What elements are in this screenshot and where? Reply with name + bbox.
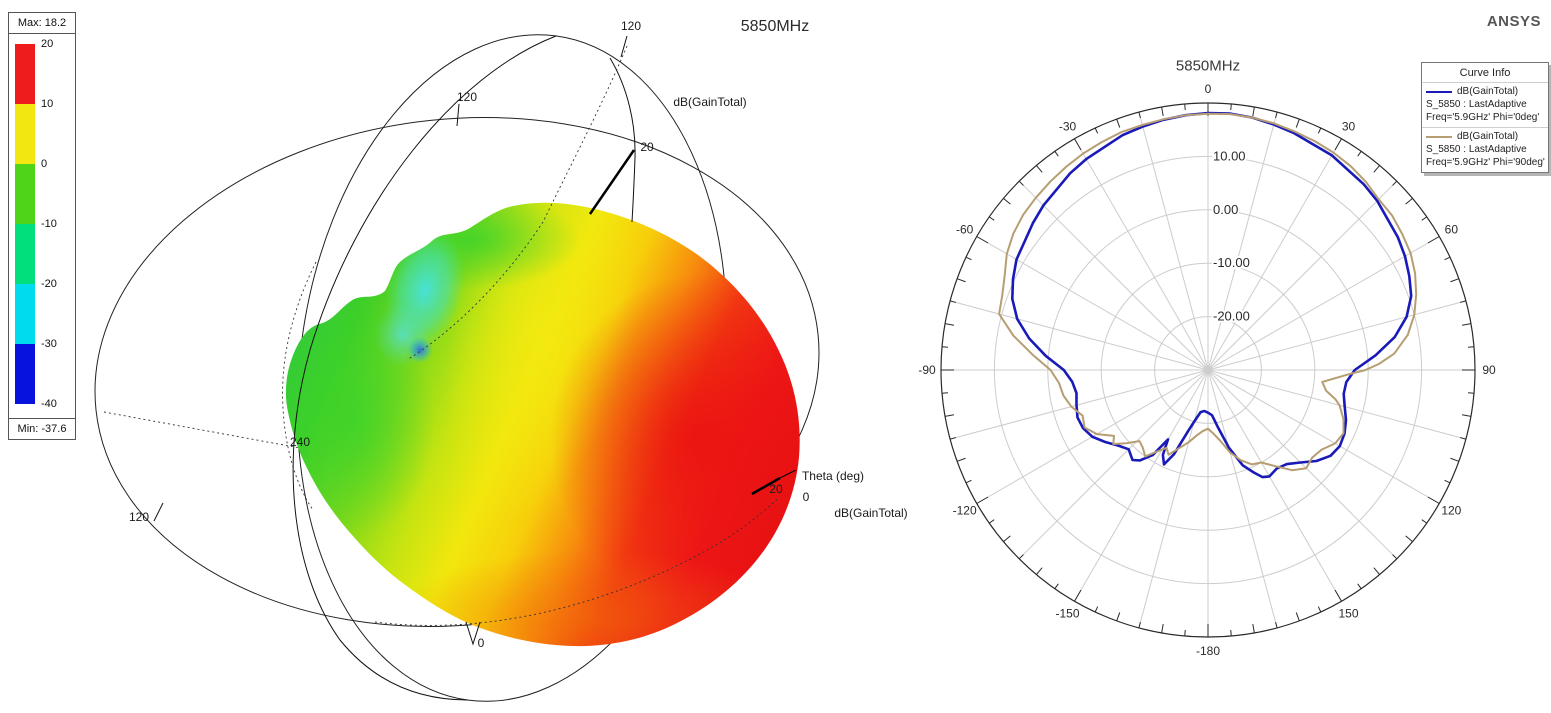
polar-grid-spoke <box>1207 369 1440 504</box>
3d-pattern-canvas[interactable] <box>0 0 880 713</box>
polar-grid-spoke <box>1207 180 1398 371</box>
polar-angle-label: 120 <box>1441 504 1461 518</box>
polar-angle-label: -30 <box>1059 120 1077 134</box>
polar-grid-spoke <box>1018 180 1209 371</box>
colorbar-tick-label: 0 <box>41 158 48 170</box>
polar-plot-canvas[interactable]: 0306090120150-180-150-120-90-60-3010.000… <box>880 0 1551 713</box>
legend-line-swatch <box>1426 90 1452 93</box>
polar-grid-spoke <box>1207 369 1467 440</box>
polar-angle-label: -60 <box>956 223 974 237</box>
colorbar-band <box>15 44 35 104</box>
polar-grid-spoke <box>1207 111 1278 371</box>
phi-circle-front-arc <box>292 35 557 701</box>
polar-radial-label: -20.00 <box>1213 309 1250 324</box>
polar-grid-spoke <box>1074 138 1209 371</box>
colorbar-band <box>15 284 35 344</box>
colorbar-tick-label: -20 <box>41 278 57 290</box>
theta-axis-tick <box>751 476 781 496</box>
axis-line-top <box>609 57 636 223</box>
colorbar-tick-label: -40 <box>41 398 57 410</box>
legend-line-swatch <box>1426 135 1452 138</box>
polar-radial-label: 10.00 <box>1213 148 1246 163</box>
polar-grid-spoke <box>949 369 1209 440</box>
3d-dashed-back <box>103 261 421 511</box>
polar-grid-spoke <box>1207 369 1342 602</box>
ansys-logo: ANSYS <box>1486 13 1541 30</box>
tick-120-top <box>620 35 628 58</box>
polar-radial-label: -10.00 <box>1213 255 1250 270</box>
3d-axis-marks <box>588 149 797 496</box>
colorbar-band <box>15 104 35 164</box>
polar-angle-label: -120 <box>953 504 977 518</box>
dashed-meridian <box>406 45 628 361</box>
colorbar-scale: 20 10 0 -10 -20 -30 -40 <box>9 34 75 418</box>
colorbar-band <box>15 344 35 404</box>
db-axis-20-tick <box>588 149 636 215</box>
colorbar-tick-label: -30 <box>41 338 57 350</box>
legend-entry-variation: Freq='5.9GHz' Phi='90deg' <box>1426 157 1545 168</box>
polar-radial-labels: 10.00 0.00 -10.00 -20.00 <box>1211 146 1252 325</box>
polar-radial-label: 0.00 <box>1213 202 1238 217</box>
gain-surface <box>285 202 800 647</box>
polar-grid-spoke <box>1207 369 1278 629</box>
colorbar-tick-label: 20 <box>41 38 54 50</box>
polar-grid-spoke <box>1018 369 1209 560</box>
polar-angle-label: 60 <box>1445 223 1459 237</box>
polar-grid-spoke <box>1207 236 1440 371</box>
legend-entry-label: dB(GainTotal) <box>1457 86 1519 97</box>
colorbar-band <box>15 224 35 284</box>
polar-angle-label: -180 <box>1196 644 1220 658</box>
polar-angle-label: 30 <box>1342 120 1356 134</box>
polar-angle-label: 0 <box>1205 82 1212 96</box>
polar-grid-spoke <box>949 300 1209 371</box>
polar-grid-spoke <box>1207 138 1342 371</box>
polar-curve-phi-90deg <box>998 112 1418 472</box>
colorbar-strip <box>15 44 35 404</box>
legend-entry-variation: Freq='5.9GHz' Phi='0deg' <box>1426 112 1540 123</box>
polar-grid-spoke <box>1138 369 1209 629</box>
colorbar-min-label: Min: -37.6 <box>9 418 75 439</box>
polar-grid-spoke <box>976 236 1209 371</box>
polar-angle-ticks <box>941 103 1475 637</box>
polar-angle-label: 90 <box>1482 363 1496 377</box>
colorbar-max-label: Max: 18.2 <box>9 13 75 34</box>
dashed-arc-left <box>282 261 317 511</box>
legend-entry: dB(GainTotal) S_5850 : LastAdaptive Freq='… <box>1422 127 1548 172</box>
colorbar: Max: 18.2 20 10 0 -10 -20 -30 -40 Min: -37.6 <box>8 12 76 440</box>
polar-grid-spoke <box>1138 111 1209 371</box>
polar-angle-label: -150 <box>1055 606 1079 620</box>
dashed-equator <box>374 497 779 626</box>
legend-entry-solution: S_5850 : LastAdaptive <box>1426 144 1527 155</box>
legend-entry: dB(GainTotal) S_5850 : LastAdaptive Freq='… <box>1422 82 1548 127</box>
colorbar-tick-label: -10 <box>41 218 57 230</box>
polar-grid-spoke <box>1207 369 1398 560</box>
3d-wireframe-front <box>153 35 636 701</box>
colorbar-band <box>15 164 35 224</box>
polar-plot-title: 5850MHz <box>1175 57 1241 75</box>
polar-grid-spoke <box>1207 300 1467 371</box>
polar-angle-label: -90 <box>918 363 936 377</box>
colorbar-tick-label: 10 <box>41 98 54 110</box>
v-mark-0 <box>465 621 481 646</box>
curve-info-legend: Curve Info dB(GainTotal) S_5850 : LastAda… <box>1421 62 1549 173</box>
tick-120-left <box>153 502 164 522</box>
legend-entry-solution: S_5850 : LastAdaptive <box>1426 99 1527 110</box>
3d-dashed-front <box>374 45 779 626</box>
tick-120-mid <box>456 103 460 127</box>
dashed-spoke-240 <box>103 411 421 471</box>
polar-angle-labels: 0 30 60 90 120 150 -180 -150 -120 -90 -60 -30 <box>918 82 1496 658</box>
legend-entry-label: dB(GainTotal) <box>1457 131 1519 142</box>
polar-grid-spoke <box>1074 369 1209 602</box>
3d-plot-title: 5850MHz <box>740 18 810 35</box>
polar-angle-label: 150 <box>1338 606 1358 620</box>
theta-axis-thin <box>779 469 797 479</box>
legend-title: Curve Info <box>1459 67 1511 79</box>
